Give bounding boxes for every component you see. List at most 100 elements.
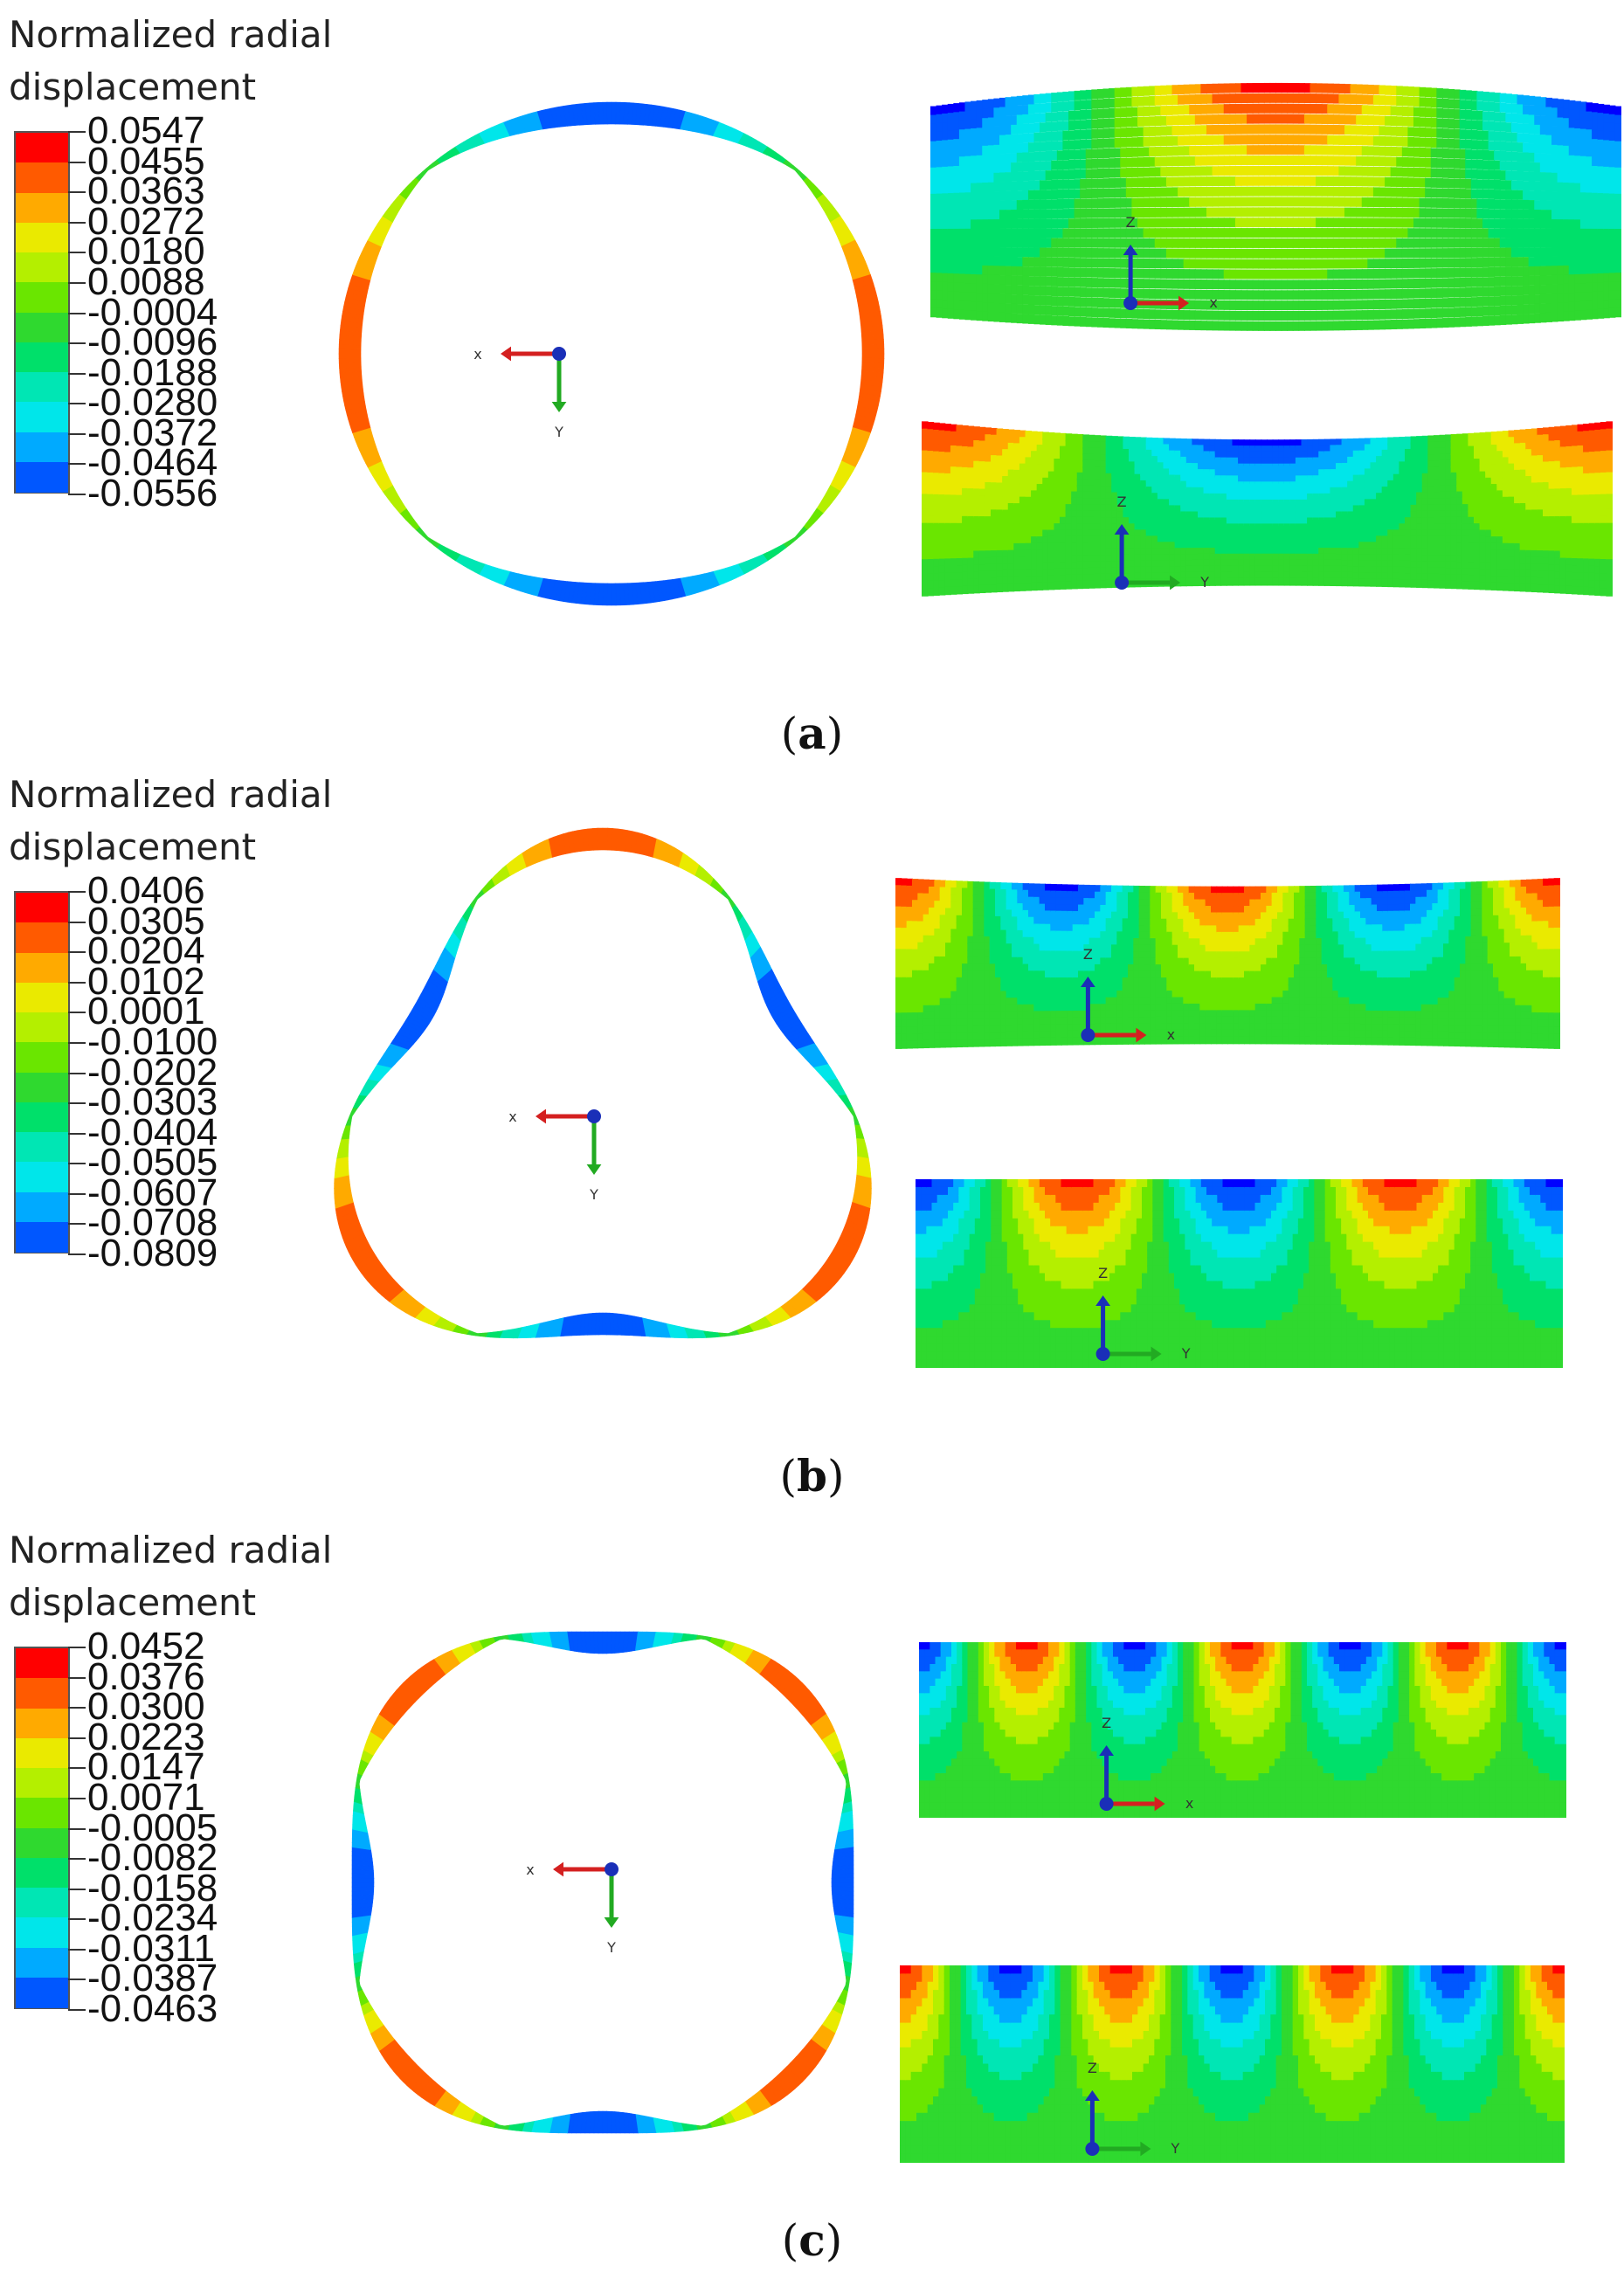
- legend-title-line: displacement: [9, 66, 257, 108]
- contour-cell: [1494, 190, 1501, 200]
- contour-cell: [1074, 258, 1082, 268]
- contour-cell: [1372, 105, 1380, 115]
- contour-cell: [1249, 457, 1256, 466]
- contour-cell: [1557, 173, 1565, 183]
- contour-cell: [1192, 493, 1199, 502]
- contour-cell: [999, 162, 1006, 173]
- contour-cell: [985, 475, 992, 484]
- contour-cell: [1258, 135, 1265, 145]
- contour-cell: [1243, 445, 1251, 454]
- contour-cell: [1088, 453, 1095, 462]
- contour-cell: [1180, 577, 1187, 587]
- contour-cell: [1499, 228, 1507, 238]
- contour-cell: [947, 291, 955, 301]
- contour-cell: [1586, 129, 1593, 140]
- contour-cell: [1238, 553, 1245, 563]
- contour-cell: [1505, 209, 1512, 219]
- contour-cell: [1203, 517, 1211, 526]
- contour-cell: [1551, 238, 1558, 248]
- contour-cell: [1275, 228, 1282, 238]
- contour-cell: [1557, 135, 1565, 146]
- contour-cell: [1140, 449, 1147, 458]
- contour-cell: [976, 238, 984, 248]
- contour-cell: [1413, 268, 1420, 279]
- contour-cell: [1307, 445, 1314, 454]
- contour-cell: [1189, 125, 1196, 135]
- contour-cell: [1465, 228, 1472, 238]
- contour-cell: [1180, 523, 1187, 532]
- contour-cell: [1042, 432, 1049, 440]
- contour-cell: [999, 116, 1006, 127]
- contour-cell: [1608, 202, 1616, 212]
- contour-cell: [1316, 135, 1323, 145]
- contour-cell: [1367, 166, 1374, 176]
- contour-cell: [1223, 218, 1231, 228]
- contour-cell: [1047, 439, 1055, 447]
- contour-cell: [1031, 523, 1038, 532]
- contour-cell: [1134, 572, 1142, 582]
- contour-cell: [1261, 523, 1268, 532]
- contour-cell: [1085, 208, 1093, 218]
- contour-cell: [922, 573, 929, 583]
- contour-cell: [1247, 197, 1254, 207]
- contour-cell: [1085, 307, 1093, 317]
- contour-cell: [1597, 291, 1605, 301]
- contour-cell: [1220, 565, 1227, 574]
- contour-cell: [1258, 165, 1265, 176]
- contour-cell: [1206, 197, 1213, 207]
- contour-cell: [1096, 198, 1104, 209]
- contour-cell: [978, 488, 986, 497]
- contour-cell: [1476, 238, 1483, 248]
- contour-cell: [1275, 269, 1282, 280]
- contour-cell: [1238, 439, 1245, 448]
- contour-cell: [962, 494, 969, 504]
- contour-cell: [1249, 547, 1256, 556]
- contour-cell: [1033, 180, 1041, 190]
- contour-cell: [1094, 466, 1102, 475]
- contour-cell: [1287, 259, 1294, 269]
- contour-cell: [1523, 123, 1530, 134]
- contour-cell: [1131, 268, 1138, 279]
- contour-cell: [1240, 197, 1248, 207]
- contour-cell: [1129, 505, 1136, 514]
- contour-cell: [956, 445, 964, 454]
- contour-cell: [1243, 481, 1251, 490]
- contour-cell: [1454, 258, 1461, 268]
- contour-cell: [1198, 451, 1205, 459]
- contour-cell: [1310, 166, 1317, 176]
- contour-cell: [1129, 535, 1136, 544]
- contour-cell: [1517, 190, 1524, 200]
- contour-cell: [1307, 463, 1314, 472]
- contour-cell: [1151, 535, 1158, 544]
- contour-cell: [1163, 468, 1171, 477]
- contour-cell: [1614, 290, 1621, 300]
- contour-cell: [1312, 457, 1320, 466]
- contour-cell: [1094, 555, 1102, 563]
- legend-tick: [68, 131, 86, 133]
- contour-cell: [1476, 179, 1483, 190]
- contour-cell: [1390, 320, 1398, 330]
- contour-cell: [1301, 547, 1309, 556]
- contour-cell: [1051, 112, 1058, 122]
- contour-cell: [1134, 554, 1142, 563]
- contour-cell: [1096, 188, 1104, 198]
- contour-cell: [1470, 149, 1478, 160]
- contour-cell: [1218, 280, 1225, 290]
- contour-cell: [1597, 113, 1605, 123]
- contour-cell: [1568, 301, 1576, 312]
- contour-cell: [1076, 535, 1084, 545]
- contour-cell: [1396, 86, 1403, 96]
- contour-cell: [1056, 277, 1064, 287]
- contour-cell: [1180, 548, 1187, 556]
- contour-cell: [1116, 442, 1124, 451]
- contour-cell: [964, 155, 972, 166]
- contour-cell: [964, 310, 972, 321]
- contour-cell: [1149, 86, 1156, 96]
- contour-cell: [1425, 238, 1432, 248]
- contour-cell: [1194, 114, 1202, 125]
- contour-cell: [1082, 473, 1089, 481]
- contour-cell: [1040, 142, 1047, 152]
- contour-cell: [1194, 94, 1202, 105]
- contour-cell: [1597, 273, 1605, 283]
- contour-cell: [1261, 499, 1268, 508]
